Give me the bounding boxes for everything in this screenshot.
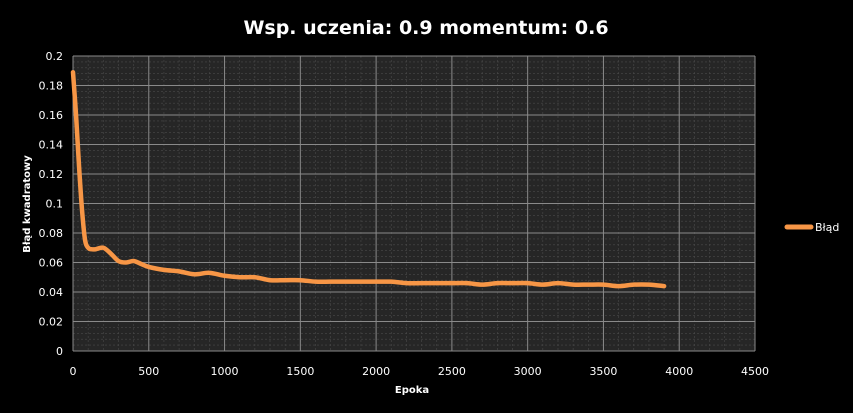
- y-tick-label: 0.18: [39, 80, 64, 93]
- y-tick-label: 0: [56, 345, 63, 358]
- x-tick-label: 500: [138, 365, 159, 378]
- x-tick-label: 3000: [514, 365, 542, 378]
- x-tick-label: 2000: [362, 365, 390, 378]
- x-tick-label: 0: [70, 365, 77, 378]
- series-layer: [70, 69, 667, 289]
- y-axis-label: Błąd kwadratowy: [22, 155, 33, 253]
- y-axis-ticks: 0 0.02 0.04 0.06 0.08 0.1 0.12 0.14 0.16 0.18 0.2: [39, 50, 64, 358]
- x-tick-label: 4000: [665, 365, 693, 378]
- y-tick-label: 0.2: [46, 50, 64, 63]
- x-axis-ticks: 0 500 1000 1500 2000 2500 3000 3500 4000 4500: [70, 365, 770, 378]
- y-tick-label: 0.04: [39, 286, 64, 299]
- y-tick-label: 0.14: [39, 139, 64, 152]
- chart-title: Wsp. uczenia: 0.9 momentum: 0.6: [243, 17, 608, 39]
- major-grid: [72, 55, 756, 352]
- x-tick-label: 1000: [211, 365, 239, 378]
- y-tick-label: 0.1: [46, 198, 64, 211]
- legend-entry: Błąd: [815, 221, 839, 234]
- legend: Błąd: [784, 221, 839, 234]
- y-tick-label: 0.06: [39, 257, 64, 270]
- x-tick-label: 3500: [589, 365, 617, 378]
- x-tick-label: 4500: [741, 365, 769, 378]
- y-tick-label: 0.12: [39, 168, 64, 181]
- x-tick-label: 1500: [286, 365, 314, 378]
- y-tick-label: 0.08: [39, 227, 64, 240]
- y-tick-label: 0.02: [39, 316, 64, 329]
- x-tick-label: 2500: [438, 365, 466, 378]
- x-axis-label: Epoka: [395, 385, 429, 396]
- y-tick-label: 0.16: [39, 109, 64, 122]
